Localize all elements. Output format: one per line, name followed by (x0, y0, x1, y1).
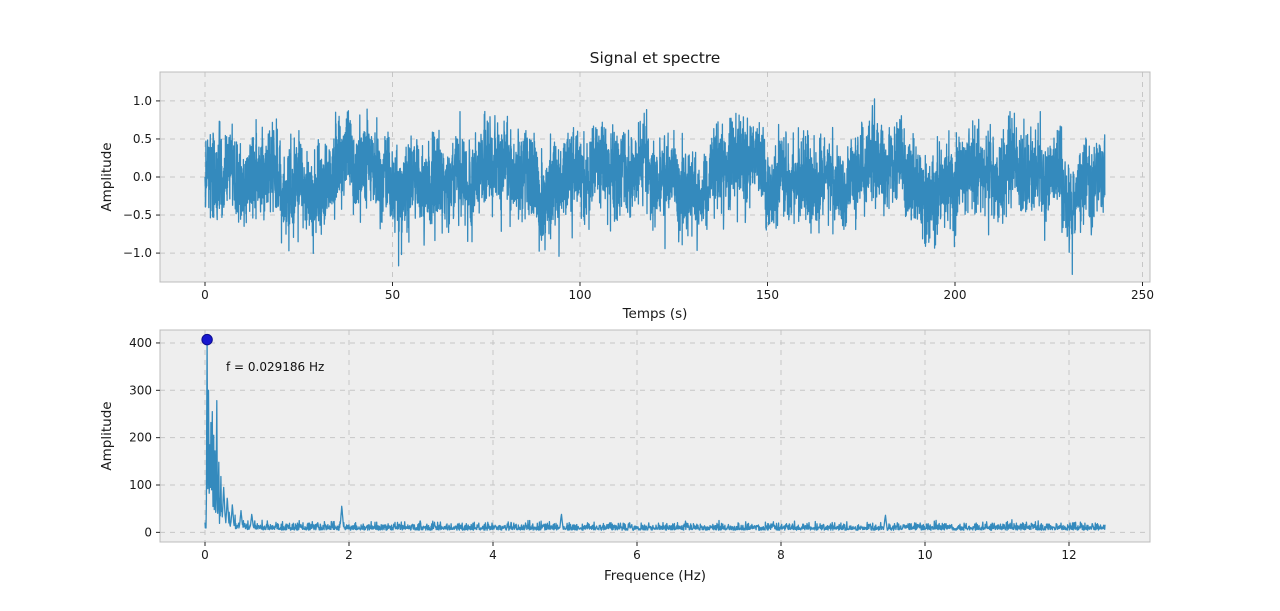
axes-border (159, 329, 1151, 543)
spectrum-axes: 0 2 4 6 8 10 12 0 100 200 300 400 (129, 329, 1151, 562)
x-tick-label: 150 (756, 288, 779, 302)
signal-xlabel: Temps (s) (622, 306, 688, 322)
figure-title: Signal et spectre (590, 49, 721, 67)
ticks (156, 100, 1143, 286)
signal-axes: 0 50 100 150 200 250 −1.0 −0.5 0.0 0.5 1.0 (123, 71, 1154, 302)
x-tick-label: 2 (345, 548, 353, 562)
peak-annotation: f = 0.029186 Hz (226, 360, 324, 374)
y-tick-label: 0 (144, 525, 152, 539)
spectrum-line (204, 338, 1106, 531)
x-tick-label: 12 (1061, 548, 1076, 562)
x-tick-label: 10 (917, 548, 932, 562)
x-tick-label: 0 (201, 548, 209, 562)
x-tick-label: 4 (489, 548, 497, 562)
x-tick-label: 0 (201, 288, 209, 302)
x-tick-label: 100 (569, 288, 592, 302)
signal-line (204, 98, 1106, 276)
y-tick-label: −1.0 (123, 246, 152, 260)
y-tick-label: 100 (129, 478, 152, 492)
x-tick-label: 200 (944, 288, 967, 302)
grid (160, 330, 1150, 542)
y-tick-label: 300 (129, 383, 152, 397)
peak-marker (201, 333, 213, 346)
y-tick-label: 0.0 (133, 170, 152, 184)
x-tick-label: 6 (633, 548, 641, 562)
x-tick-label: 50 (385, 288, 400, 302)
spectrum-xlabel: Frequence (Hz) (604, 568, 706, 584)
signal-ylabel: Amplitude (99, 142, 115, 211)
x-tick-label: 250 (1131, 288, 1154, 302)
y-tick-label: 400 (129, 336, 152, 350)
axes-background (160, 330, 1150, 542)
y-tick-label: 200 (129, 431, 152, 445)
ticks (156, 342, 1070, 546)
y-tick-label: 1.0 (133, 94, 152, 108)
y-tick-label: −0.5 (123, 208, 152, 222)
spectrum-ylabel: Amplitude (99, 401, 115, 470)
x-tick-label: 8 (777, 548, 785, 562)
y-tick-label: 0.5 (133, 132, 152, 146)
